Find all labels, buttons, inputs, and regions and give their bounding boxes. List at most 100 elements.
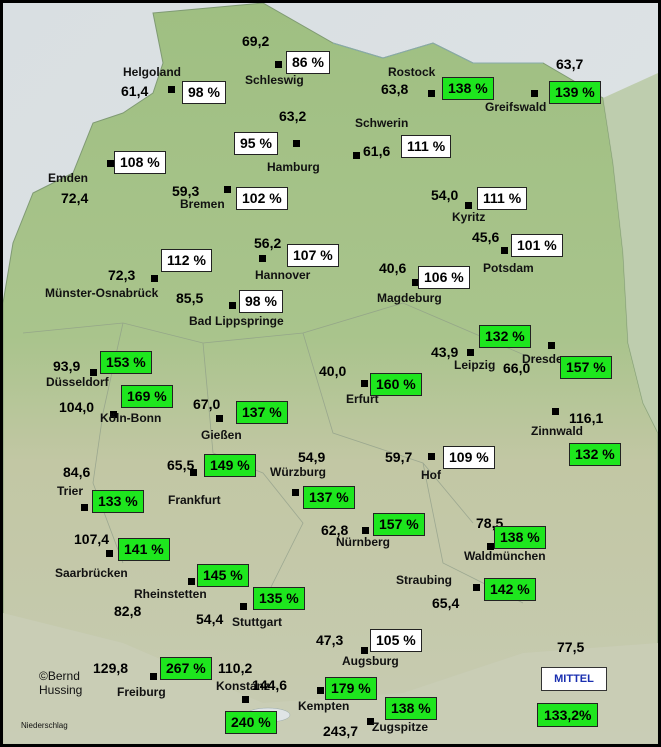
station-marker-bad-lippspringe <box>229 302 236 309</box>
station-percent-bremen: 102 % <box>236 187 288 210</box>
station-name-waldmünchen: Waldmünchen <box>464 549 546 563</box>
mittel-percent-badge: 133,2% <box>537 703 599 727</box>
station-value-hof: 59,7 <box>385 449 413 465</box>
station-value-hamburg: 63,2 <box>279 108 307 124</box>
station-value-saarbrücken: 107,4 <box>74 531 110 547</box>
station-name-hamburg: Hamburg <box>267 160 320 174</box>
station-name-helgoland: Helgoland <box>123 65 182 79</box>
station-value-köln-bonn: 104,0 <box>59 399 95 415</box>
station-marker-erfurt <box>361 380 368 387</box>
station-percent-hamburg: 95 % <box>234 132 278 155</box>
station-value-freiburg: 129,8 <box>93 660 129 676</box>
station-name-potsdam: Potsdam <box>483 261 534 275</box>
station-marker-nürnberg <box>362 527 369 534</box>
station-percent-schleswig: 86 % <box>286 51 330 74</box>
station-percent-saarbrücken: 141 % <box>118 538 170 561</box>
station-marker-kyritz <box>465 202 472 209</box>
station-name-rostock: Rostock <box>388 65 436 79</box>
station-percent-dresden: 157 % <box>560 356 612 379</box>
station-name-kempten: Kempten <box>298 699 350 713</box>
station-marker-hamburg <box>293 140 300 147</box>
station-percent-augsburg: 105 % <box>370 629 422 652</box>
station-percent-münster-osnabrück: 112 % <box>161 249 212 272</box>
station-name-konstanz: Konstanz <box>216 679 270 693</box>
station-percent-trier: 133 % <box>92 490 144 513</box>
station-value-zinnwald: 116,1 <box>569 410 604 426</box>
station-marker-leipzig <box>467 349 474 356</box>
station-value-würzburg: 54,9 <box>298 449 326 465</box>
station-percent-stuttgart: 135 % <box>253 587 305 610</box>
station-percent-freiburg: 267 % <box>160 657 212 680</box>
station-marker-konstanz <box>242 696 249 703</box>
station-marker-köln-bonn <box>110 411 117 418</box>
station-name-trier: Trier <box>57 484 84 498</box>
station-name-rheinstetten: Rheinstetten <box>134 587 207 601</box>
copyright-text: ©Bernd Hussing <box>39 669 83 697</box>
station-percent-frankfurt: 149 % <box>204 454 256 477</box>
station-marker-waldmünchen <box>487 543 494 550</box>
station-name-münster-osnabrück: Münster-Osnabrück <box>45 286 159 300</box>
station-name-emden: Emden <box>48 171 89 185</box>
station-name-zinnwald: Zinnwald <box>531 424 583 438</box>
station-percent-emden: 108 % <box>114 151 166 174</box>
station-name-bremen: Bremen <box>180 197 225 211</box>
station-name-saarbrücken: Saarbrücken <box>55 566 128 580</box>
station-marker-bremen <box>224 186 231 193</box>
station-value-erfurt: 40,0 <box>319 363 347 379</box>
station-marker-rostock <box>428 90 435 97</box>
station-percent-hof: 109 % <box>443 446 495 469</box>
station-value-münster-osnabrück: 72,3 <box>108 267 136 283</box>
station-marker-schleswig <box>275 61 282 68</box>
station-marker-augsburg <box>361 647 368 654</box>
station-marker-greifswald <box>531 90 538 97</box>
station-percent-nürnberg: 157 % <box>373 513 425 536</box>
station-percent-greifswald: 139 % <box>549 81 601 104</box>
station-percent-waldmünchen: 138 % <box>494 526 546 549</box>
station-value-augsburg: 47,3 <box>316 632 344 648</box>
station-percent-zinnwald: 132 % <box>569 443 621 466</box>
station-marker-frankfurt <box>190 469 197 476</box>
station-marker-trier <box>81 504 88 511</box>
station-value-dresden: 66,0 <box>503 360 531 376</box>
station-marker-zugspitze <box>367 718 374 725</box>
station-marker-hannover <box>259 255 266 262</box>
station-value-zugspitze: 243,7 <box>323 723 359 739</box>
station-marker-zinnwald <box>552 408 559 415</box>
station-name-schleswig: Schleswig <box>245 73 304 87</box>
station-name-augsburg: Augsburg <box>342 654 399 668</box>
station-value-greifswald: 63,7 <box>556 56 584 72</box>
station-name-kyritz: Kyritz <box>452 210 486 224</box>
station-marker-düsseldorf <box>90 369 97 376</box>
station-value-emden: 72,4 <box>61 190 89 206</box>
station-name-stuttgart: Stuttgart <box>232 615 282 629</box>
station-value-hannover: 56,2 <box>254 235 282 251</box>
station-marker-münster-osnabrück <box>151 275 158 282</box>
station-marker-gießen <box>216 415 223 422</box>
station-marker-straubing <box>473 584 480 591</box>
station-name-köln-bonn: Köln-Bonn <box>100 411 162 425</box>
station-percent-erfurt: 160 % <box>370 373 422 396</box>
station-value-straubing: 65,4 <box>432 595 460 611</box>
station-name-bad-lippspringe: Bad Lippspringe <box>189 314 284 328</box>
station-value-rheinstetten: 82,8 <box>114 603 142 619</box>
station-marker-kempten <box>317 687 324 694</box>
station-percent-rostock: 138 % <box>442 77 494 100</box>
station-value-schwerin: 61,6 <box>363 143 391 159</box>
station-marker-würzburg <box>292 489 299 496</box>
station-percent-bad-lippspringe: 98 % <box>239 290 283 313</box>
state-borders <box>22 302 544 604</box>
station-name-düsseldorf: Düsseldorf <box>46 375 109 389</box>
station-marker-helgoland <box>168 86 175 93</box>
neighbor-region-south <box>3 613 658 744</box>
station-name-nürnberg: Nürnberg <box>336 535 390 549</box>
station-percent-helgoland: 98 % <box>182 81 226 104</box>
station-name-gießen: Gießen <box>201 428 242 442</box>
station-name-hannover: Hannover <box>255 268 311 282</box>
station-percent-rheinstetten: 145 % <box>197 564 249 587</box>
station-value-nürnberg: 62,8 <box>321 522 349 538</box>
station-name-magdeburg: Magdeburg <box>377 291 442 305</box>
station-name-würzburg: Würzburg <box>270 465 326 479</box>
station-marker-saarbrücken <box>106 550 113 557</box>
mean-value: 77,5 <box>557 639 585 655</box>
station-value-schleswig: 69,2 <box>242 33 270 49</box>
